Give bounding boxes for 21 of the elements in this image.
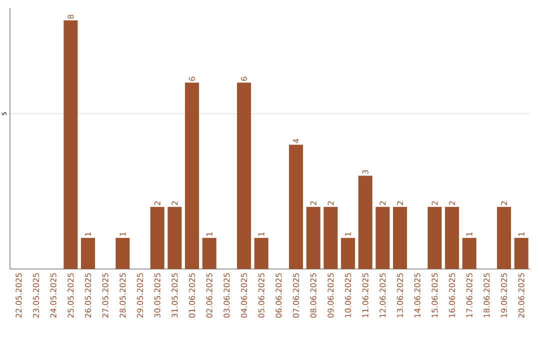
bar	[237, 82, 251, 269]
bar	[445, 206, 460, 269]
bar	[116, 238, 130, 269]
bar	[289, 144, 304, 269]
bar	[81, 238, 95, 269]
bar	[150, 206, 164, 269]
bar	[462, 238, 476, 269]
bar	[514, 238, 528, 269]
bar	[306, 206, 320, 269]
bar	[376, 206, 390, 269]
bar	[64, 20, 78, 269]
bar	[393, 206, 408, 269]
bar	[202, 238, 216, 269]
bar	[497, 206, 512, 269]
bar	[324, 206, 338, 269]
bar	[254, 238, 268, 269]
bar	[358, 176, 372, 269]
bar	[341, 238, 356, 269]
bar	[185, 82, 199, 269]
bar	[428, 206, 442, 269]
bar	[168, 206, 182, 269]
